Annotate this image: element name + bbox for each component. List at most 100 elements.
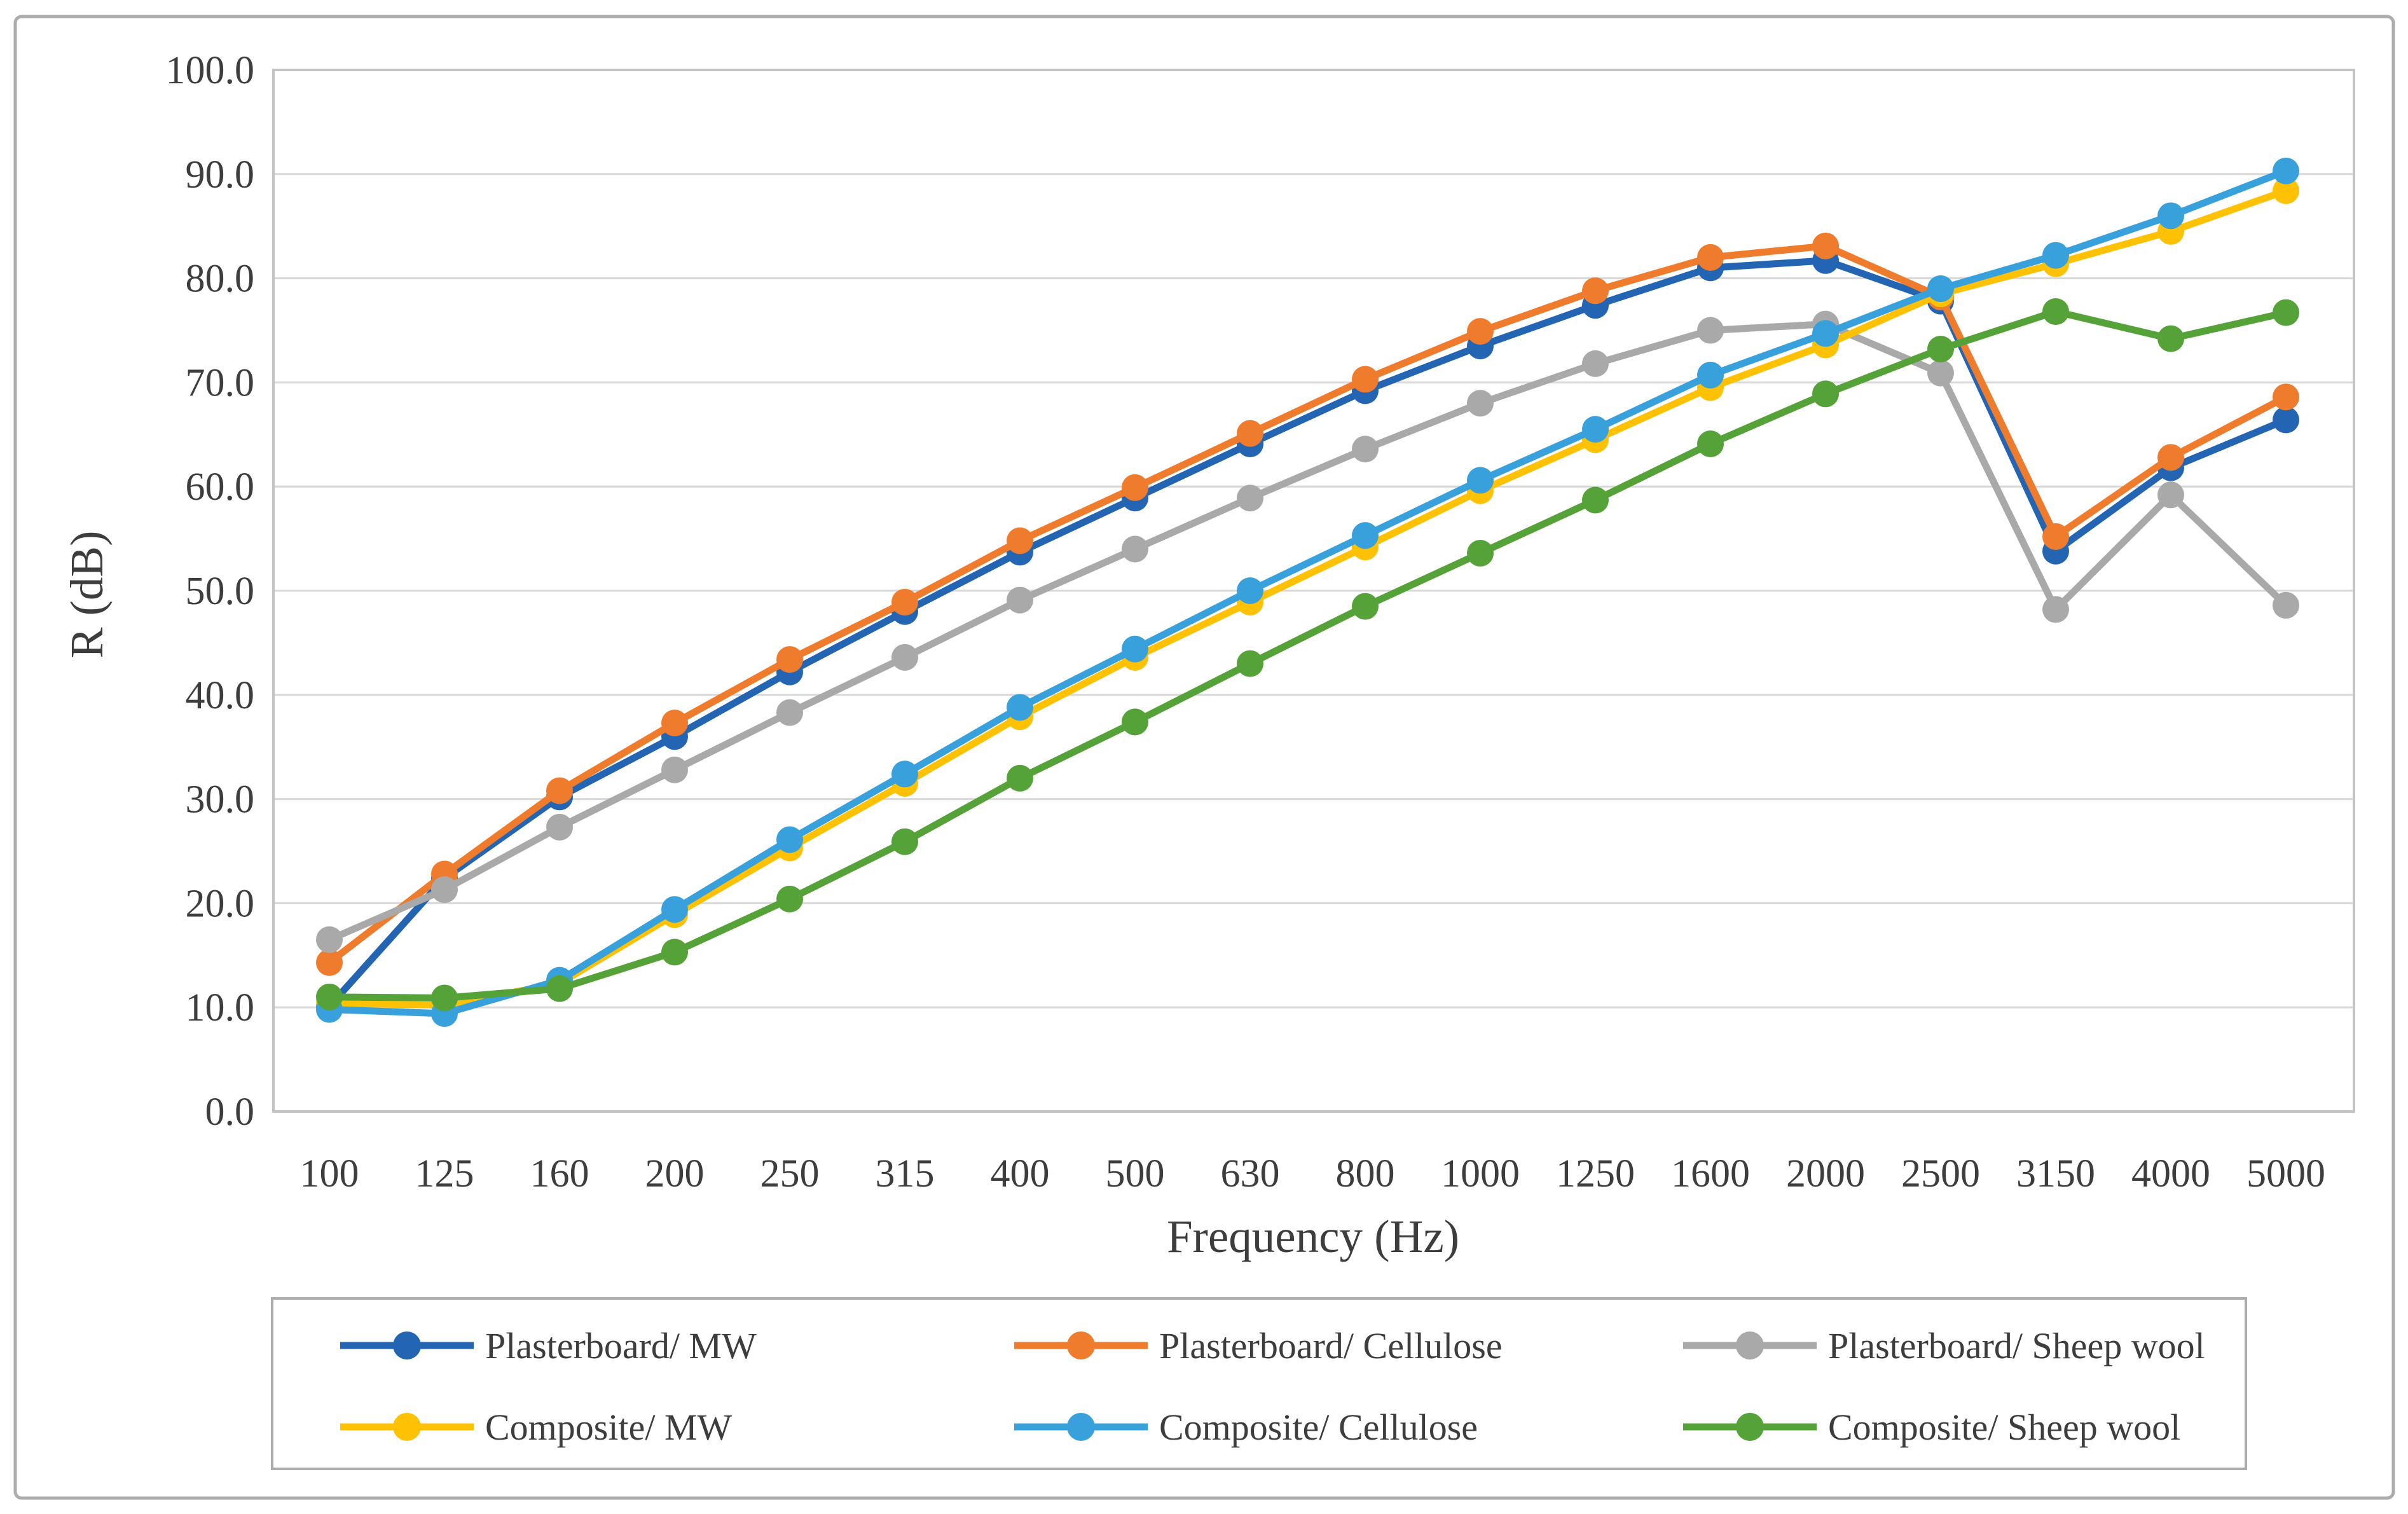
data-point-marker	[2157, 444, 2184, 471]
legend-marker-icon	[1067, 1332, 1095, 1359]
x-tick-label: 5000	[2246, 1152, 2325, 1195]
data-point-marker	[1237, 485, 1263, 512]
legend-item-plasterboard-cellulose: Plasterboard/ Cellulose	[1014, 1325, 1503, 1366]
data-point-marker	[2042, 523, 2069, 550]
x-tick-label: 160	[530, 1152, 589, 1195]
data-point-marker	[2042, 298, 2069, 326]
x-tick-label: 400	[991, 1152, 1050, 1195]
data-point-marker	[891, 643, 918, 671]
y-tick-label: 40.0	[186, 674, 255, 717]
data-point-marker	[1582, 486, 1609, 514]
plot-area-border	[272, 69, 2355, 1113]
x-tick-label: 315	[876, 1152, 935, 1195]
data-point-marker	[1697, 317, 1724, 344]
data-point-marker	[1927, 275, 1954, 302]
series-line-composite-cellulose	[326, 167, 2290, 1017]
data-point-marker	[661, 896, 688, 923]
series-composite-mw	[316, 177, 2299, 1019]
data-point-marker	[1467, 540, 1494, 567]
legend-marker-icon	[393, 1332, 421, 1359]
legend-item-composite-sheep-wool: Composite/ Sheep wool	[1683, 1407, 2180, 1448]
data-point-marker	[2042, 242, 2069, 269]
y-tick-label: 70.0	[186, 361, 255, 404]
data-point-marker	[1007, 586, 1033, 614]
legend-marker-icon	[393, 1413, 421, 1441]
legend-item-label: Composite/ MW	[485, 1407, 733, 1448]
legend-item-label: Composite/ Sheep wool	[1828, 1407, 2180, 1448]
data-point-marker	[1582, 350, 1609, 377]
data-point-marker	[2273, 383, 2299, 411]
data-point-marker	[661, 939, 688, 966]
data-point-marker	[1352, 522, 1379, 549]
data-point-marker	[1237, 577, 1263, 604]
data-point-marker	[1812, 320, 1839, 347]
data-point-marker	[891, 760, 918, 788]
data-point-marker	[776, 699, 803, 726]
series-plasterboard-cellulose	[316, 232, 2299, 976]
data-point-marker	[1122, 535, 1148, 563]
y-tick-label: 10.0	[186, 986, 255, 1029]
legend-border	[271, 1297, 2247, 1470]
legend-item-label: Plasterboard/ Cellulose	[1159, 1325, 1503, 1366]
legend-marker-icon	[1067, 1413, 1095, 1441]
x-tick-label: 100	[300, 1152, 359, 1195]
data-point-marker	[776, 826, 803, 853]
x-tick-label: 800	[1336, 1152, 1395, 1195]
data-point-marker	[2273, 406, 2299, 434]
data-point-marker	[2157, 202, 2184, 230]
data-point-marker	[1122, 474, 1148, 501]
data-point-marker	[1237, 650, 1263, 677]
data-point-marker	[661, 710, 688, 737]
data-point-marker	[1122, 635, 1148, 663]
data-point-marker	[1697, 361, 1724, 389]
data-point-marker	[2157, 481, 2184, 509]
data-point-marker	[1697, 430, 1724, 458]
data-point-marker	[546, 975, 573, 1002]
data-point-marker	[891, 589, 918, 616]
data-point-marker	[1467, 318, 1494, 345]
x-tick-label: 1250	[1556, 1152, 1635, 1195]
y-tick-label: 80.0	[186, 258, 255, 301]
series-line-composite-mw	[326, 187, 2290, 1009]
data-point-marker	[316, 926, 343, 953]
data-point-marker	[1582, 277, 1609, 305]
data-point-marker	[1927, 359, 1954, 387]
data-point-marker	[1352, 366, 1379, 393]
data-point-marker	[316, 983, 343, 1010]
data-point-marker	[546, 777, 573, 804]
data-point-marker	[1582, 416, 1609, 443]
data-point-marker	[1007, 694, 1033, 721]
series-plasterboard-sheep-wool	[316, 310, 2299, 953]
legend: Plasterboard/ MW Plasterboard/ Cellulose P…	[271, 1297, 2247, 1470]
data-point-marker	[1812, 232, 1839, 259]
data-point-marker	[1237, 420, 1263, 447]
series-line-composite-sheep-wool	[326, 308, 2290, 1001]
x-tick-label: 1000	[1441, 1152, 1520, 1195]
y-tick-label: 100.0	[166, 49, 255, 92]
y-tick-label: 30.0	[186, 778, 255, 822]
data-point-marker	[431, 876, 458, 904]
x-axis-title: Frequency (Hz)	[1166, 1211, 1460, 1262]
legend-marker-icon	[1736, 1413, 1764, 1441]
legend-item-label: Composite/ Cellulose	[1159, 1407, 1478, 1448]
data-point-marker	[2273, 157, 2299, 184]
x-tick-label: 500	[1106, 1152, 1165, 1195]
data-point-marker	[1352, 593, 1379, 620]
x-tick-label: 3150	[2016, 1152, 2095, 1195]
y-tick-label: 20.0	[186, 882, 255, 925]
x-tick-label: 2000	[1786, 1152, 1865, 1195]
x-tick-label: 125	[415, 1152, 474, 1195]
y-tick-label: 0.0	[205, 1091, 255, 1134]
data-point-marker	[1812, 380, 1839, 408]
y-tick-label: 50.0	[186, 570, 255, 613]
x-tick-label: 200	[645, 1152, 705, 1195]
x-tick-label: 4000	[2131, 1152, 2210, 1195]
data-point-marker	[2042, 596, 2069, 623]
series-line-plasterboard-cellulose	[326, 242, 2290, 967]
y-tick-label: 60.0	[186, 465, 255, 509]
data-point-marker	[1122, 708, 1148, 736]
data-point-marker	[2157, 325, 2184, 352]
data-point-marker	[776, 885, 803, 912]
